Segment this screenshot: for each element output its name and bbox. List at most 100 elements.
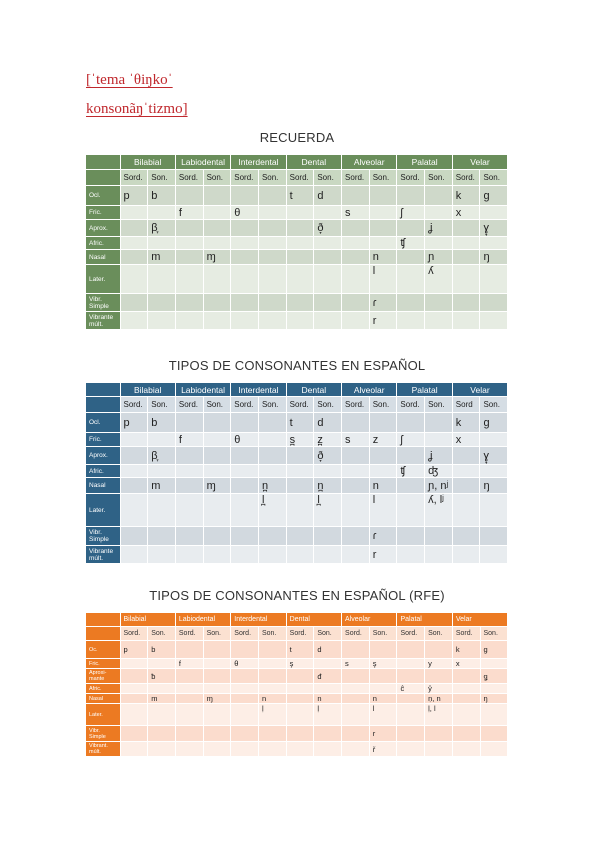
place-header: Labiodental — [175, 383, 232, 397]
place-header: Dental — [286, 613, 343, 627]
table-row: Vibr. Simple ɾ — [86, 293, 509, 312]
phoneme-cell: ŋ — [479, 249, 509, 265]
phoneme-cell — [396, 264, 426, 294]
phoneme-cell: l — [369, 703, 398, 726]
phoneme-cell: t — [286, 412, 315, 433]
phoneme-cell — [424, 205, 453, 220]
phoneme-cell — [479, 526, 509, 546]
voicing-header: Son. — [203, 626, 232, 641]
corner-cell — [86, 169, 121, 186]
phoneme-cell — [175, 264, 204, 294]
phoneme-cell — [341, 526, 370, 546]
phoneme-cell: n — [369, 693, 398, 704]
phoneme-cell — [341, 219, 370, 237]
phoneme-cell — [203, 658, 232, 669]
phoneme-cell — [203, 683, 232, 694]
phoneme-cell — [452, 741, 481, 757]
phoneme-cell: b — [147, 412, 176, 433]
phoneme-cell — [203, 293, 232, 312]
phoneme-cell — [286, 236, 315, 250]
phoneme-cell — [258, 432, 287, 447]
phoneme-cell — [341, 640, 370, 659]
phoneme-cell: ƀ — [147, 668, 176, 684]
place-header: Alveolar — [341, 613, 398, 627]
phoneme-cell — [479, 205, 509, 220]
phoneme-cell: ɲ — [424, 249, 453, 265]
phoneme-cell — [120, 205, 149, 220]
voicing-header: Son. — [369, 396, 398, 413]
phoneme-cell: m — [147, 249, 176, 265]
phoneme-cell — [258, 658, 287, 669]
phoneme-cell — [230, 693, 259, 704]
manner-label: Vibrante múlt. — [86, 545, 121, 564]
phoneme-cell — [175, 219, 204, 237]
phoneme-cell — [258, 205, 287, 220]
table-row: Nasal m ɱ n n n ṇ, n ŋ — [86, 693, 509, 704]
phoneme-cell: b — [147, 185, 176, 206]
phoneme-cell — [424, 545, 453, 564]
phoneme-cell — [258, 725, 287, 742]
table-row: Ocl. p b t d k ɡ — [86, 412, 509, 433]
table-row: Vibrant. múlt. ř — [86, 741, 509, 757]
phoneme-cell: t — [286, 640, 315, 659]
place-header: Velar — [452, 383, 509, 397]
phoneme-cell — [480, 683, 509, 694]
voicing-header: Son. — [258, 626, 287, 641]
phoneme-cell — [286, 741, 315, 757]
phoneme-cell: ʎ — [424, 264, 453, 294]
table-row: Fric. f θ s ʃ x — [86, 205, 509, 220]
phoneme-cell — [147, 683, 176, 694]
voicing-header: Sord. — [286, 396, 315, 413]
manner-label: Afric. — [86, 683, 121, 694]
phoneme-cell — [203, 493, 232, 527]
place-header: Palatal — [396, 155, 453, 170]
phoneme-cell — [396, 412, 426, 433]
voicing-header: Son. — [313, 396, 343, 413]
phoneme-cell — [175, 249, 204, 265]
manner-label: Fric. — [86, 658, 121, 669]
consonant-table-tipos: Bilabial Labiodental Interdental Dental Alve… — [86, 383, 509, 564]
phoneme-cell — [175, 493, 204, 527]
voicing-header: Sord. — [230, 626, 259, 641]
voicing-header: Sord. — [396, 396, 426, 413]
voicing-header: Son. — [203, 169, 232, 186]
table-row: Oc. p b t d k ɡ — [86, 640, 509, 659]
voicing-header: Sord. — [341, 396, 370, 413]
table-row: Nasal m ɱ n ɲ ŋ — [86, 249, 509, 265]
phoneme-cell — [203, 311, 232, 330]
phoneme-cell — [175, 477, 204, 494]
place-header: Bilabial — [120, 613, 176, 627]
phoneme-cell — [258, 640, 287, 659]
manner-label: Vibrante múlt. — [86, 311, 121, 330]
phoneme-cell: ŋ — [479, 477, 509, 494]
phoneme-cell — [120, 219, 149, 237]
phoneme-cell — [258, 412, 287, 433]
phoneme-cell — [175, 545, 204, 564]
table-row: Nasal m ɱ n̪ n̪ n ɲ, nʲ ŋ — [86, 477, 509, 494]
phoneme-cell — [341, 464, 370, 478]
table-row: Vibr. Simple r — [86, 725, 509, 742]
phoneme-cell — [452, 725, 481, 742]
table-row: Aprox. β̞ ð̞ ʝ ɣ̞ — [86, 219, 509, 237]
phoneme-cell — [341, 236, 370, 250]
phoneme-cell — [452, 493, 481, 527]
table-row: Afric. ʧ ʤ — [86, 464, 509, 478]
phoneme-cell — [313, 236, 343, 250]
phoneme-cell: ḷ, l — [424, 703, 453, 726]
voicing-header: Son. — [424, 626, 453, 641]
corner-cell — [86, 626, 121, 641]
phoneme-cell — [258, 185, 287, 206]
phoneme-cell — [230, 219, 259, 237]
table-row: Vibrante múlt. r — [86, 311, 509, 330]
voicing-header: Sord. — [396, 626, 426, 641]
voicing-header: Son. — [147, 169, 176, 186]
phoneme-cell — [230, 311, 259, 330]
phoneme-cell — [452, 236, 481, 250]
phoneme-cell — [341, 293, 370, 312]
phoneme-cell — [203, 526, 232, 546]
voicing-header: Sord. — [341, 626, 370, 641]
phoneme-cell — [396, 545, 426, 564]
phoneme-cell: k — [452, 640, 481, 659]
phoneme-cell — [452, 464, 481, 478]
phoneme-cell — [286, 477, 315, 494]
